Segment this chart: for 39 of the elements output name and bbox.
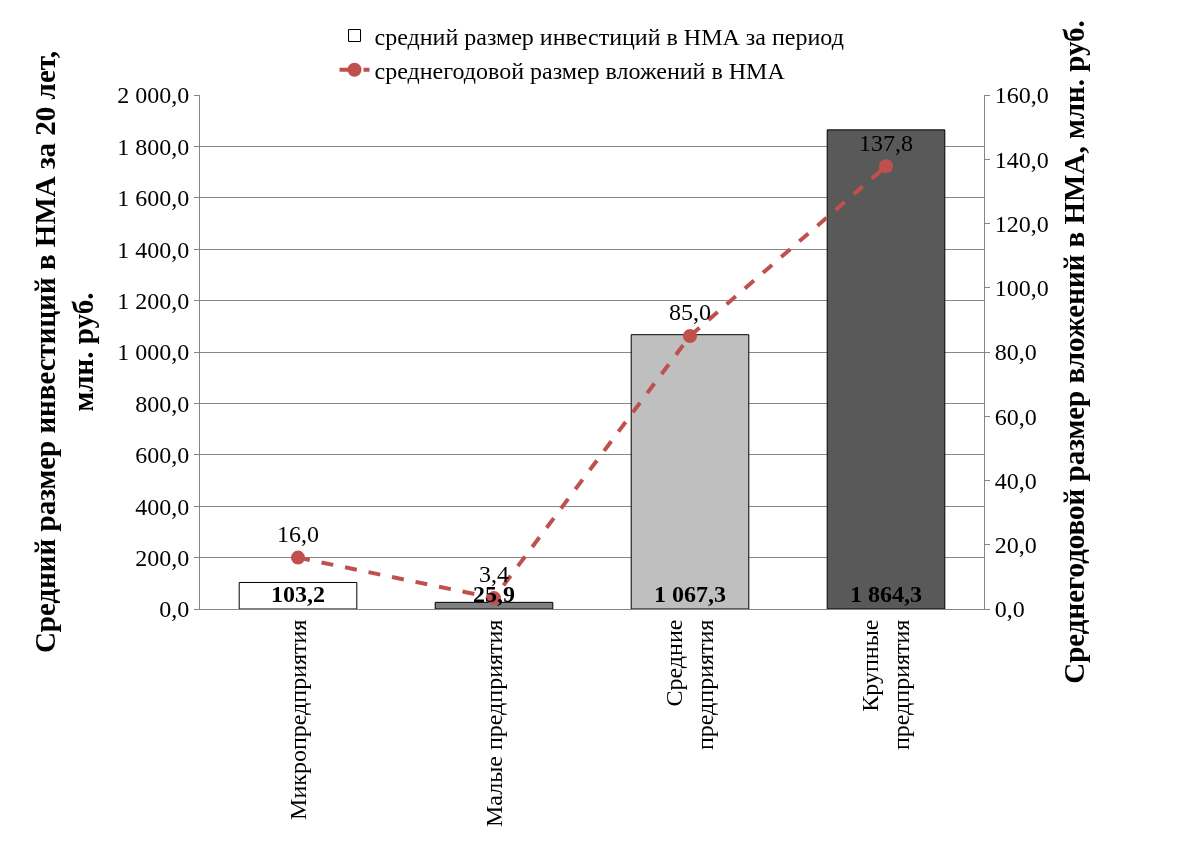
data-label: 103,2: [271, 581, 325, 607]
y-tick-label: 1 000,0: [117, 339, 190, 366]
y-tick-label: 200,0: [135, 545, 190, 571]
y2-tick-label: 40,0: [994, 467, 1037, 494]
x-tick-label: Микропредприятия: [284, 619, 311, 820]
x-tick-label: Крупные предприятия: [857, 619, 915, 751]
bar: [630, 334, 750, 609]
y2-tick-label: 160,0: [994, 82, 1049, 109]
y-tick-label: 400,0: [135, 493, 190, 520]
y-axis-title: Средний размер инвестиций в НМА за 20 лет, млн. руб.: [28, 50, 99, 654]
data-label: 85,0: [669, 299, 711, 326]
data-label: 16,0: [277, 520, 319, 547]
legend-label: средний размер инвестиций в НМА за период: [374, 23, 844, 50]
y-tick-label: 1 400,0: [117, 236, 190, 263]
y-tick-label: 2 000,0: [117, 82, 190, 109]
data-label: 137,8: [859, 129, 913, 156]
y2-axis-title: Среднегодовой размер вложений в НМА, млн. руб.: [1057, 20, 1090, 684]
y2-tick-label: 140,0: [994, 146, 1049, 173]
y2-tick-label: 20,0: [994, 532, 1037, 559]
data-label: 1 067,3: [654, 581, 726, 607]
y-tick-label: 600,0: [135, 442, 190, 469]
y2-tick-label: 120,0: [994, 210, 1049, 237]
point: [291, 550, 305, 565]
data-label: 1 864,3: [850, 581, 922, 607]
y-tick-label: 0,0: [159, 596, 190, 623]
y-tick-label: 1 200,0: [117, 288, 190, 314]
y-tick-label: 1 800,0: [117, 133, 190, 160]
y2-tick-label: 100,0: [994, 275, 1049, 302]
x-tick-label: Средние предприятия: [661, 619, 719, 751]
y2-tick-label: 60,0: [994, 403, 1037, 430]
x-tick-label: Малые предприятия: [480, 619, 507, 828]
y2-tick-label: 0,0: [994, 596, 1025, 623]
y-tick-label: 1 600,0: [117, 185, 190, 212]
bar: [826, 129, 946, 609]
y-tick-label: 800,0: [135, 390, 190, 417]
legend-label: среднегодовой размер вложений в НМА: [374, 58, 786, 85]
point: [879, 159, 893, 174]
point: [683, 328, 697, 343]
y2-tick-label: 80,0: [994, 339, 1037, 366]
